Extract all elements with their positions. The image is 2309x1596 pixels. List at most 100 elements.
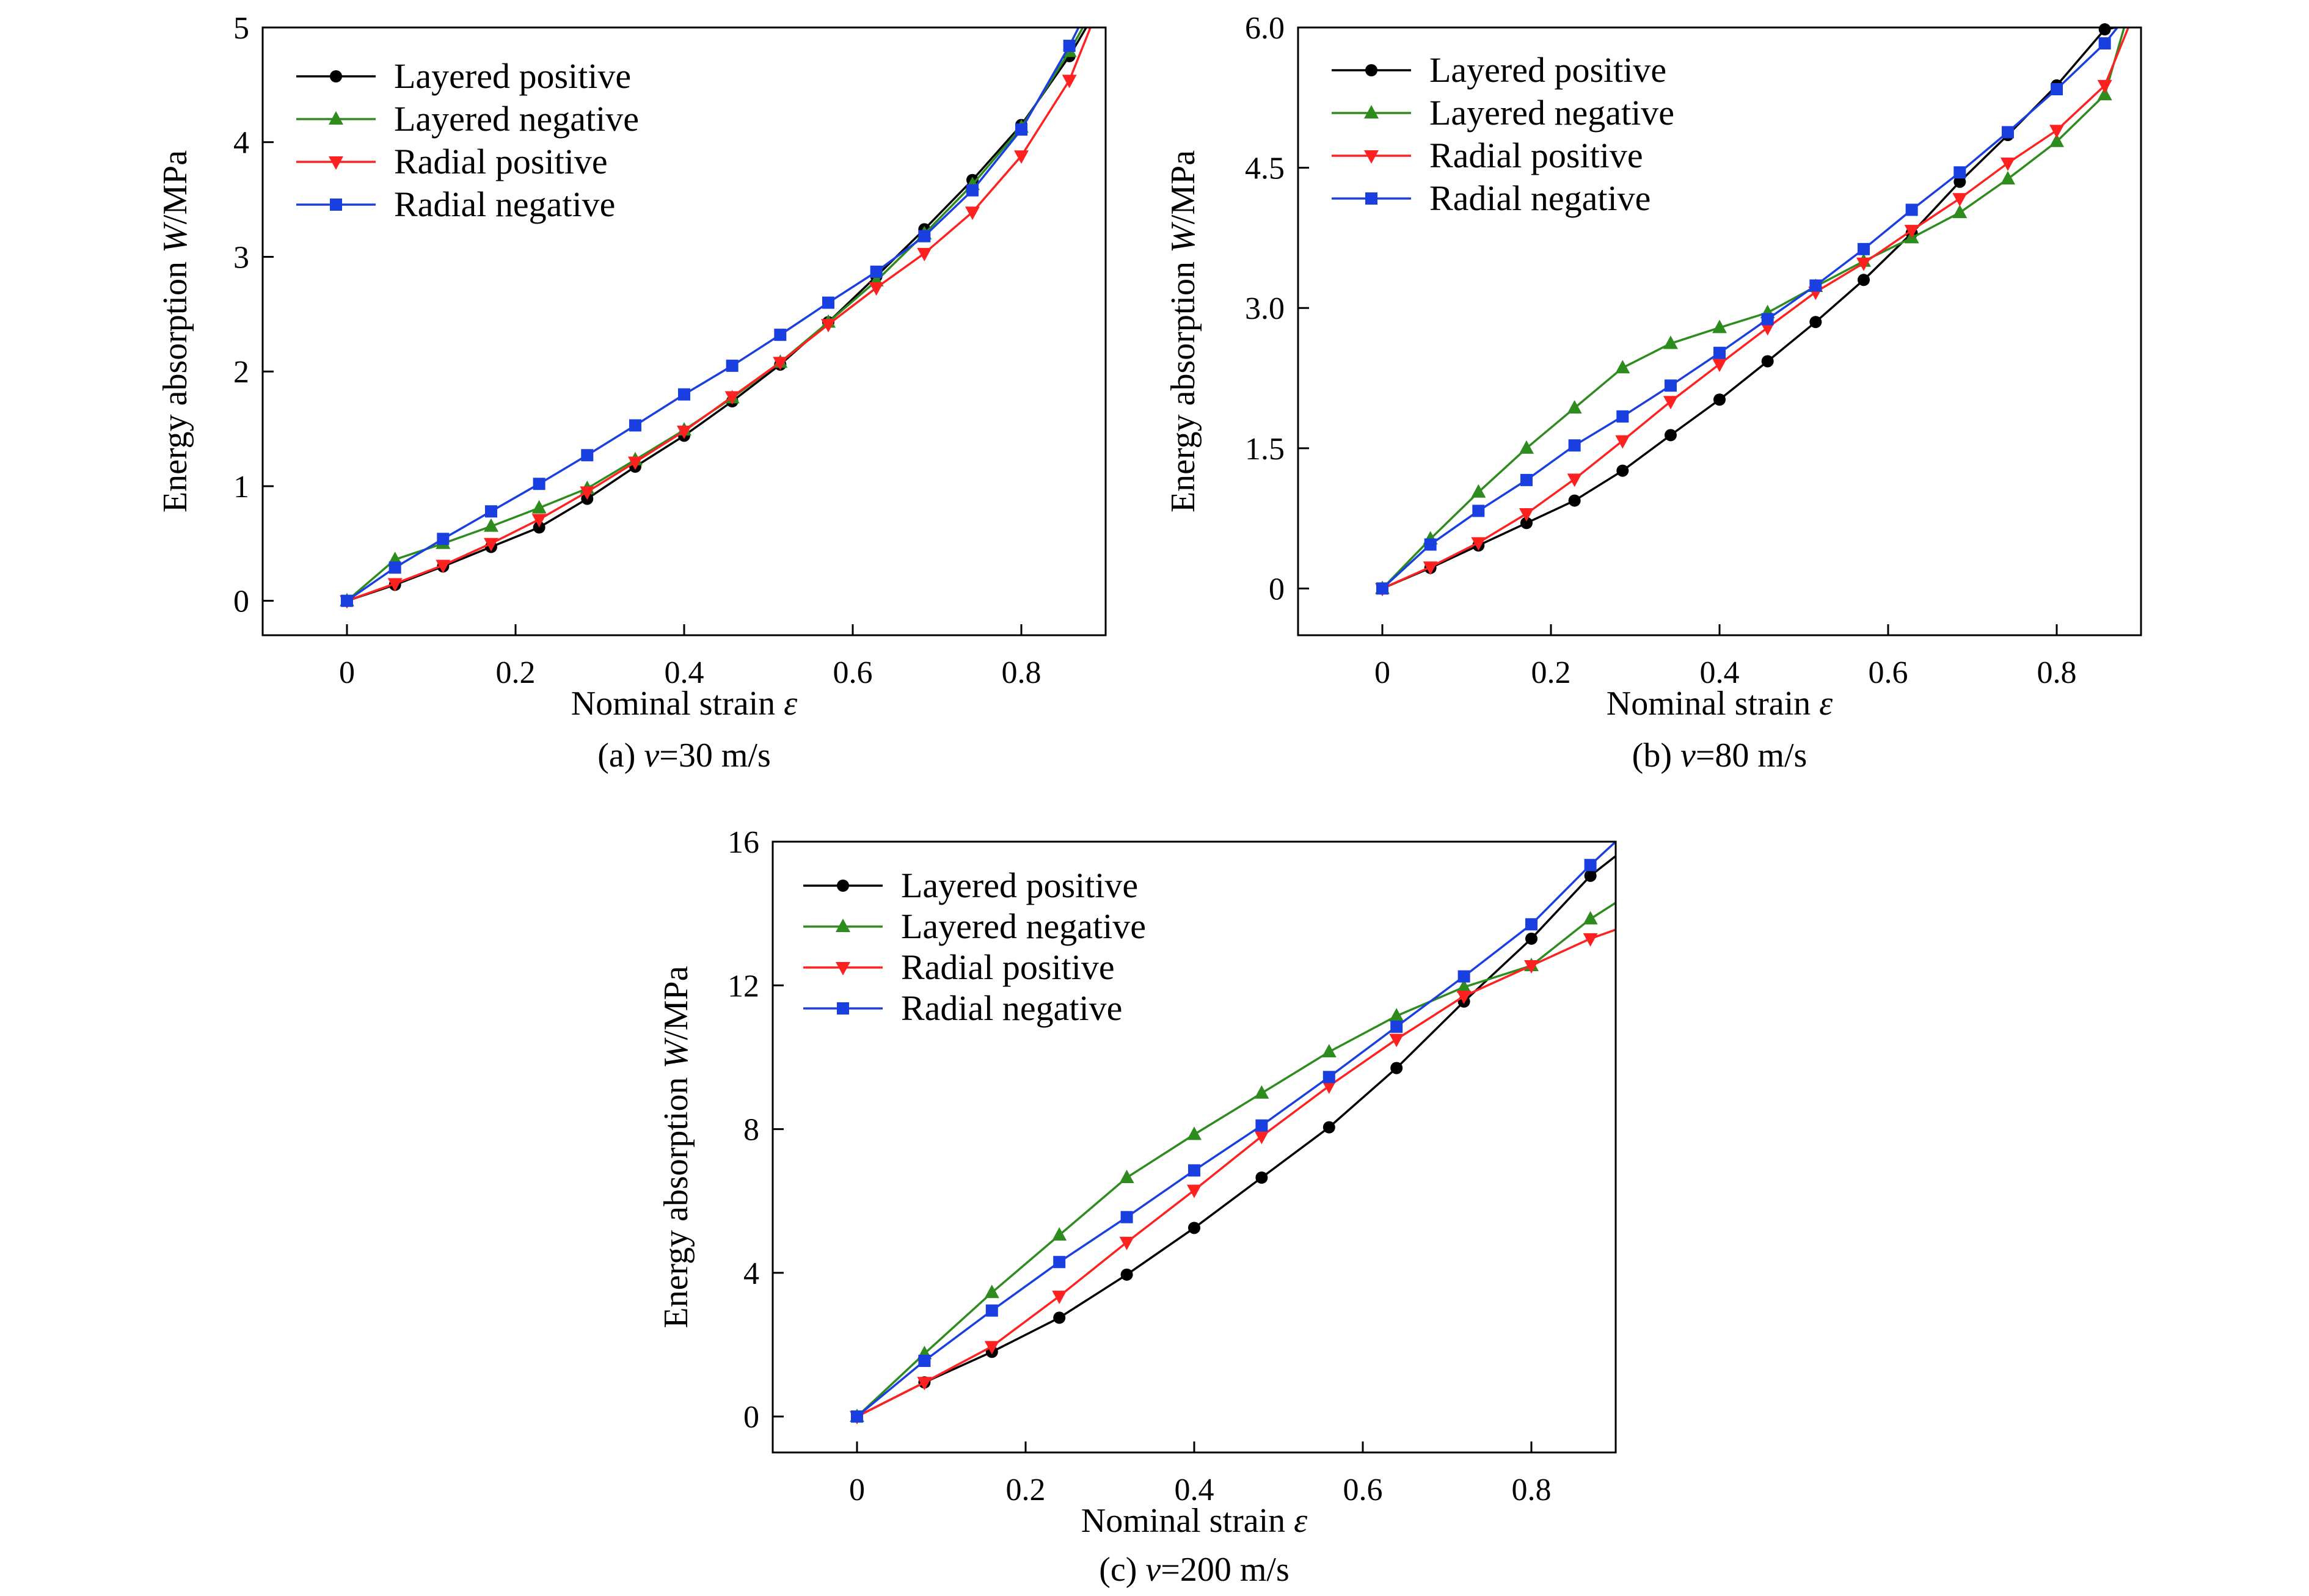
legend-marker bbox=[837, 1002, 849, 1015]
data-point bbox=[437, 533, 450, 545]
data-point bbox=[1255, 1119, 1268, 1132]
data-point bbox=[1321, 1080, 1337, 1094]
data-point bbox=[984, 1341, 999, 1355]
legend-label: Radial negative bbox=[901, 988, 1122, 1028]
data-point bbox=[1188, 1222, 1200, 1234]
plot-frame bbox=[261, 26, 1107, 636]
data-point bbox=[1857, 274, 1870, 286]
legend-item: Radial positive bbox=[296, 142, 608, 181]
data-point bbox=[869, 282, 884, 296]
x-tick-label: 0.6 bbox=[1869, 655, 1908, 690]
data-point bbox=[341, 594, 353, 607]
data-point bbox=[1568, 494, 1581, 507]
data-point bbox=[1856, 257, 1871, 271]
data-point bbox=[1519, 508, 1534, 522]
data-point bbox=[436, 559, 451, 574]
data-point bbox=[1904, 225, 1919, 239]
data-point bbox=[1713, 393, 1726, 406]
data-point bbox=[388, 561, 401, 574]
data-point bbox=[985, 1304, 998, 1317]
x-tick-label: 0 bbox=[849, 1473, 865, 1507]
y-tick-label: 0 bbox=[233, 585, 249, 619]
y-tick-label: 3 bbox=[233, 240, 249, 275]
data-point bbox=[726, 359, 739, 372]
legend-marker bbox=[1364, 105, 1379, 118]
x-axis-label: Nominal strain ε bbox=[571, 685, 798, 723]
data-point bbox=[1254, 1085, 1269, 1099]
legend-label: Layered negative bbox=[394, 99, 639, 139]
legend-marker bbox=[329, 156, 343, 170]
data-point bbox=[581, 449, 594, 462]
data-point bbox=[1457, 970, 1470, 983]
data-point bbox=[1583, 933, 1598, 947]
legend-label: Layered negative bbox=[901, 906, 1146, 946]
data-point bbox=[2049, 133, 2064, 147]
y-axis-label: Energy absorption W/MPa bbox=[156, 150, 194, 512]
x-tick-label: 0.8 bbox=[1002, 655, 1041, 690]
x-tick-label: 0.6 bbox=[1343, 1473, 1383, 1507]
data-point bbox=[1567, 400, 1582, 414]
data-point bbox=[1120, 1268, 1133, 1281]
legend-marker bbox=[330, 199, 342, 211]
data-point bbox=[984, 1284, 999, 1299]
legend-item: Radial negative bbox=[803, 988, 1122, 1028]
legend-marker bbox=[837, 880, 849, 892]
x-tick-label: 0.2 bbox=[1531, 655, 1571, 690]
data-point bbox=[1664, 429, 1677, 442]
data-point bbox=[1322, 1071, 1335, 1084]
data-point bbox=[774, 329, 787, 341]
legend-item: Radial positive bbox=[803, 947, 1115, 987]
data-point bbox=[1761, 313, 1774, 326]
legend-marker bbox=[836, 962, 850, 975]
series-square bbox=[1376, 27, 2118, 595]
data-point bbox=[533, 478, 545, 490]
data-point bbox=[1712, 319, 1727, 333]
data-point bbox=[820, 319, 836, 333]
y-tick-label: 5 bbox=[233, 11, 249, 46]
data-point bbox=[966, 184, 979, 197]
legend-label: Radial positive bbox=[901, 947, 1115, 987]
data-point bbox=[1584, 859, 1597, 872]
series-triangle-down bbox=[850, 928, 1616, 1425]
data-point bbox=[1119, 1236, 1134, 1250]
legend-marker bbox=[1364, 150, 1379, 164]
data-point bbox=[2097, 87, 2112, 101]
data-point bbox=[870, 265, 883, 278]
x-tick-label: 0 bbox=[339, 655, 355, 690]
legend-item: Layered negative bbox=[296, 99, 639, 139]
legend-marker bbox=[329, 111, 343, 125]
chart-panel-2: 0 0.2 0.4 0.6 0.8 0 1.5 3.0 4.5 6.0 Nominal strain… bbox=[1164, 11, 2142, 774]
data-point bbox=[531, 500, 547, 514]
data-point bbox=[627, 456, 643, 470]
plot-frame bbox=[771, 840, 1617, 1454]
data-point bbox=[1322, 1121, 1335, 1134]
y-axis-label: Energy absorption W/MPa bbox=[1164, 150, 1202, 512]
y-tick-label: 12 bbox=[728, 969, 759, 1004]
data-point bbox=[1254, 1131, 1269, 1145]
data-point bbox=[1584, 869, 1597, 882]
x-tick-label: 0.4 bbox=[665, 655, 704, 690]
data-point bbox=[580, 486, 595, 500]
data-point bbox=[2098, 37, 2111, 50]
legend-label: Layered positive bbox=[901, 865, 1138, 905]
data-point bbox=[1616, 410, 1629, 423]
legend-label: Layered positive bbox=[394, 56, 631, 96]
data-point bbox=[1857, 242, 1870, 255]
y-tick-label: 8 bbox=[743, 1113, 759, 1148]
x-tick-label: 0.8 bbox=[1512, 1473, 1552, 1507]
x-tick-label: 0.8 bbox=[2037, 655, 2077, 690]
data-point bbox=[773, 357, 788, 371]
panel-caption: (c) v=200 m/s bbox=[1099, 1551, 1289, 1589]
data-point bbox=[1424, 538, 1437, 551]
legend-label: Radial positive bbox=[1429, 136, 1643, 175]
data-point bbox=[1568, 439, 1581, 452]
x-tick-label: 0.6 bbox=[833, 655, 873, 690]
legend-item: Radial negative bbox=[296, 184, 615, 224]
panel-caption: (b) v=80 m/s bbox=[1632, 737, 1807, 774]
legend-label: Layered positive bbox=[1429, 50, 1666, 90]
data-point bbox=[1712, 359, 1727, 373]
data-point bbox=[629, 419, 641, 432]
